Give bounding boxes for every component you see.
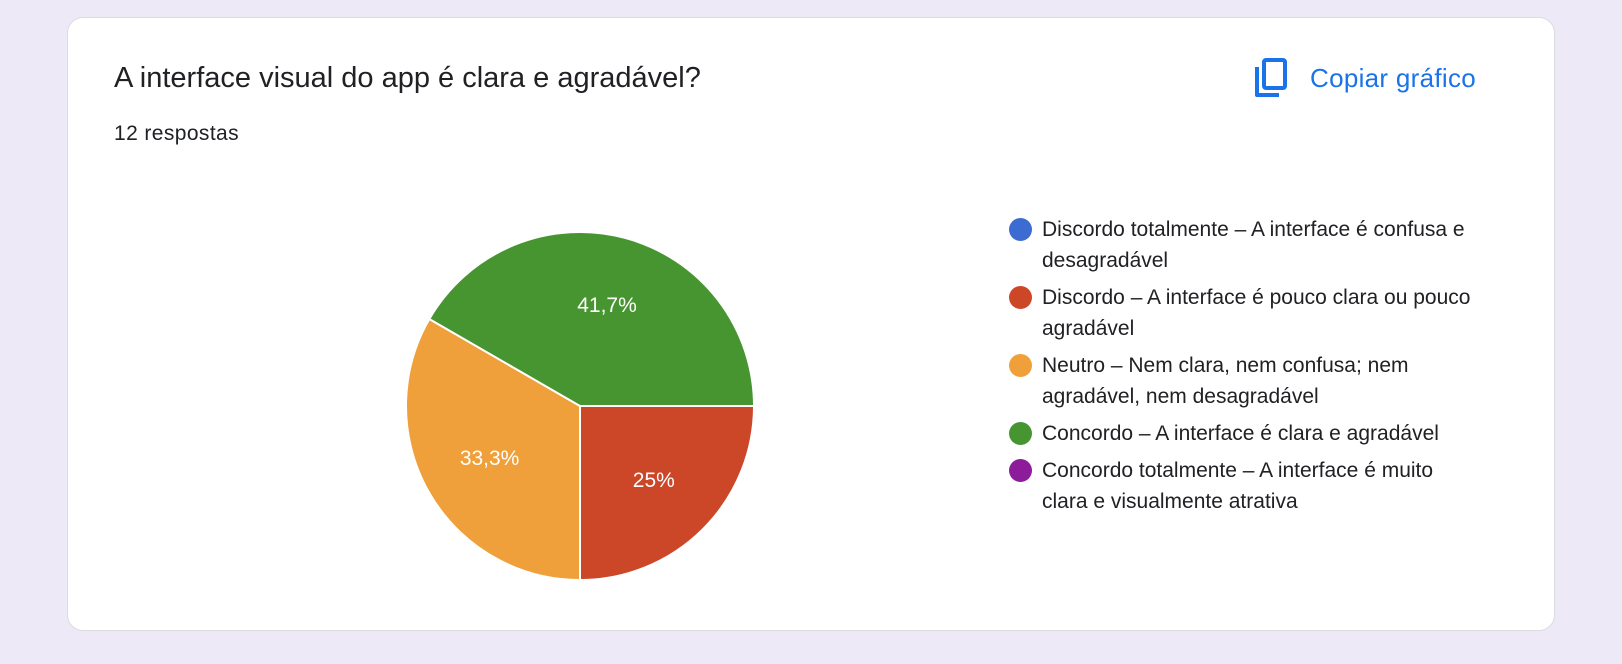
- legend-label: Neutro – Nem clara, nem confusa; nem agr…: [1042, 354, 1409, 408]
- legend-swatch: [1009, 218, 1032, 241]
- chart-card: A interface visual do app é clara e agra…: [67, 17, 1555, 631]
- legend-item-1: Discordo – A interface é pouco clara ou …: [1006, 282, 1476, 344]
- legend-swatch: [1009, 459, 1032, 482]
- response-count: 12 respostas: [114, 122, 240, 145]
- legend-label: Discordo totalmente – A interface é conf…: [1042, 218, 1465, 272]
- legend-item-3: Concordo – A interface é clara e agradáv…: [1006, 418, 1476, 449]
- legend-item-0: Discordo totalmente – A interface é conf…: [1006, 214, 1476, 276]
- pie-slice-3[interactable]: [427, 231, 756, 407]
- chart-legend: Discordo totalmente – A interface é conf…: [1006, 214, 1476, 523]
- legend-swatch: [1009, 422, 1032, 445]
- pie-slice-label-3: 41,7%: [577, 294, 637, 317]
- legend-swatch: [1009, 354, 1032, 377]
- pie-slice-label-1: 25%: [633, 469, 675, 492]
- question-title: A interface visual do app é clara e agra…: [114, 62, 701, 94]
- legend-label: Concordo – A interface é clara e agradáv…: [1042, 422, 1439, 445]
- pie-chart: 25% 33,3% 41,7%: [405, 231, 756, 582]
- legend-item-4: Concordo totalmente – A interface é muit…: [1006, 455, 1476, 517]
- copy-icon: [1251, 58, 1289, 98]
- legend-item-2: Neutro – Nem clara, nem confusa; nem agr…: [1006, 350, 1476, 412]
- pie-slice-1[interactable]: [579, 405, 756, 582]
- legend-label: Concordo totalmente – A interface é muit…: [1042, 459, 1434, 513]
- copy-chart-label: Copiar gráfico: [1310, 62, 1477, 93]
- legend-swatch: [1009, 286, 1032, 309]
- copy-chart-button[interactable]: Copiar gráfico: [1251, 56, 1476, 100]
- pie-slice-2[interactable]: [405, 317, 581, 582]
- pie-slice-label-2: 33,3%: [460, 447, 520, 470]
- legend-label: Discordo – A interface é pouco clara ou …: [1042, 286, 1471, 340]
